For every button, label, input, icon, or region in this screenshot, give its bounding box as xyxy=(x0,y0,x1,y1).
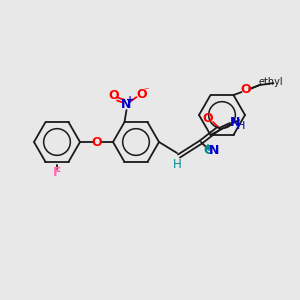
Text: H: H xyxy=(172,158,182,170)
Text: H: H xyxy=(237,121,245,131)
Text: F: F xyxy=(53,166,61,178)
Text: O: O xyxy=(91,136,102,148)
Text: C: C xyxy=(203,145,213,158)
Text: O: O xyxy=(203,112,213,124)
Text: +: + xyxy=(126,95,135,105)
Text: O: O xyxy=(240,82,251,96)
Text: N: N xyxy=(209,145,219,158)
Text: N: N xyxy=(121,98,132,111)
Text: N: N xyxy=(230,116,240,128)
Text: O: O xyxy=(136,88,147,100)
Text: O: O xyxy=(108,88,119,102)
Text: ⁻: ⁻ xyxy=(144,86,149,96)
Text: ethyl: ethyl xyxy=(258,77,283,87)
